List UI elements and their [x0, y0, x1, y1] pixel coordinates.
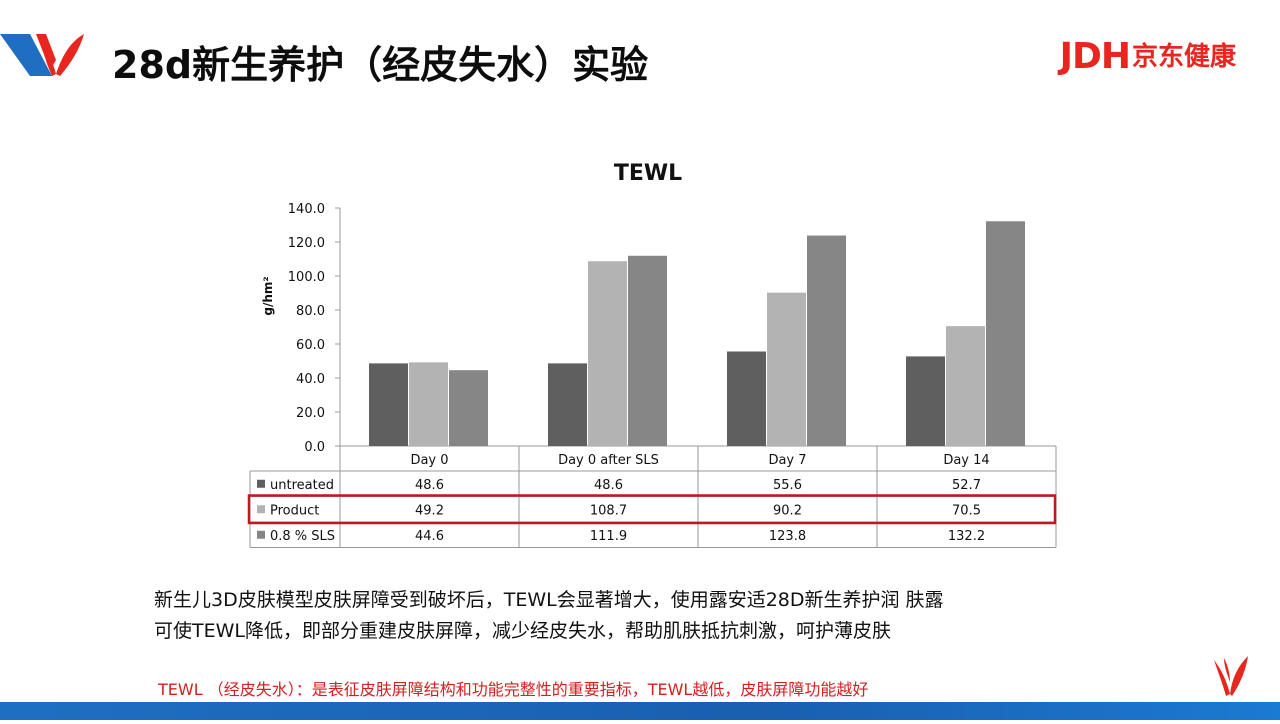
data-label: 48.6	[415, 478, 444, 493]
data-label: 70.5	[952, 503, 981, 518]
data-label: 52.7	[952, 478, 981, 493]
bar-untreated-1	[548, 363, 587, 446]
y-tick-label: 140.0	[288, 202, 325, 217]
data-label: 132.2	[948, 529, 985, 544]
bar-untreated-0	[369, 363, 408, 446]
x-tick-label: Day 14	[943, 453, 989, 468]
data-label: 90.2	[773, 503, 802, 518]
chart-title: TEWL	[614, 161, 682, 186]
brand-logo-bottom	[1214, 656, 1248, 696]
brand-logo-left	[0, 34, 84, 76]
legend-label: 0.8 % SLS	[270, 529, 335, 544]
y-tick-label: 120.0	[288, 236, 325, 251]
legend-swatch	[257, 505, 265, 514]
bar-sls-3	[986, 221, 1025, 446]
jd-health-logo: JDH京东健康	[1060, 36, 1236, 77]
bar-product-2	[767, 292, 806, 446]
bar-untreated-2	[727, 351, 766, 446]
page-title: 28d新生养护（经皮失水）实验	[112, 43, 649, 87]
data-label: 108.7	[590, 503, 627, 518]
y-axis-label: g/hm²	[261, 276, 275, 315]
data-label: 44.6	[415, 529, 444, 544]
description-line-2: 可使TEWL降低，即部分重建皮肤屏障，减少经皮失水，帮助肌肤抵抗刺激，呵护薄皮肤	[154, 620, 891, 642]
bar-product-0	[409, 362, 448, 446]
legend-label: Product	[270, 503, 319, 518]
data-label: 49.2	[415, 503, 444, 518]
data-label: 111.9	[590, 529, 627, 544]
legend-swatch	[257, 479, 265, 488]
bar-sls-1	[628, 255, 667, 446]
legend-label: untreated	[270, 478, 334, 493]
bar-sls-0	[449, 370, 488, 446]
legend-swatch	[257, 530, 265, 539]
footer-bar	[0, 702, 1280, 720]
x-tick-label: Day 0 after SLS	[558, 453, 659, 468]
tewl-note: TEWL （经皮失水）：是表征皮肤屏障结构和功能完整性的重要指标，TEWL越低，…	[158, 680, 869, 699]
y-tick-label: 20.0	[296, 406, 325, 421]
data-label: 55.6	[773, 478, 802, 493]
description-line-1: 新生儿3D皮肤模型皮肤屏障受到破坏后，TEWL会显著增大，使用露安适28D新生养…	[154, 589, 944, 611]
x-tick-label: Day 0	[410, 453, 448, 468]
data-label: 123.8	[769, 529, 806, 544]
bar-untreated-3	[906, 356, 945, 446]
x-tick-label: Day 7	[768, 453, 806, 468]
data-label: 48.6	[594, 478, 623, 493]
y-tick-label: 100.0	[288, 270, 325, 285]
bar-product-3	[946, 326, 985, 446]
y-tick-label: 80.0	[296, 304, 325, 319]
product-row-highlight	[247, 494, 1057, 525]
bar-product-1	[588, 261, 627, 446]
bar-sls-2	[807, 235, 846, 446]
jd-health-logo-cn: 京东健康	[1131, 42, 1236, 72]
jd-health-logo-letters: JDH	[1059, 36, 1131, 77]
y-tick-label: 60.0	[296, 338, 325, 353]
y-tick-label: 40.0	[296, 372, 325, 387]
description-text: 新生儿3D皮肤模型皮肤屏障受到破坏后，TEWL会显著增大，使用露安适28D新生养…	[154, 585, 944, 647]
y-tick-label: 0.0	[304, 440, 325, 455]
